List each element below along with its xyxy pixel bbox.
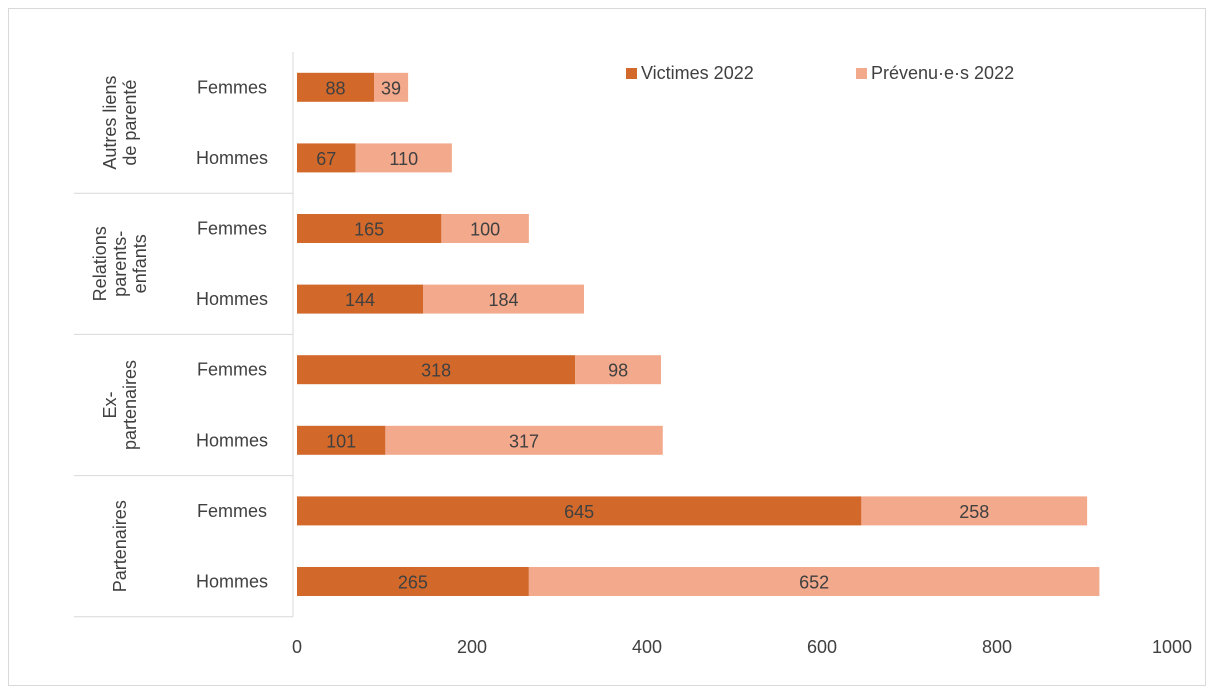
x-tick-label: 1000 xyxy=(1152,637,1192,657)
group-label: Ex-partenaires xyxy=(100,360,140,450)
data-label: 100 xyxy=(470,220,500,240)
row-label: Femmes xyxy=(197,219,267,239)
data-label: 317 xyxy=(509,431,539,451)
bar-victimes xyxy=(297,72,374,102)
bar-prevenus xyxy=(355,143,452,173)
data-label: 144 xyxy=(345,290,375,310)
data-label: 652 xyxy=(799,573,829,593)
legend-label: Prévenu·e·s 2022 xyxy=(871,63,1014,83)
bar-prevenus xyxy=(423,284,584,314)
data-label: 67 xyxy=(316,149,336,169)
bar-prevenus xyxy=(385,425,663,455)
data-label: 98 xyxy=(608,361,628,381)
group-label: Relationsparents-enfants xyxy=(90,226,150,301)
legend-swatch xyxy=(626,68,637,79)
row-label: Hommes xyxy=(196,148,268,168)
bar-victimes xyxy=(297,214,442,243)
group-label: Autres liensde parenté xyxy=(100,76,140,170)
row-label: Hommes xyxy=(196,289,268,309)
bar-victimes xyxy=(297,567,529,596)
bar-victimes xyxy=(297,496,862,526)
bar-victimes xyxy=(297,355,576,385)
data-label: 645 xyxy=(564,502,594,522)
legend-label: Victimes 2022 xyxy=(641,63,754,83)
bar-victimes xyxy=(297,143,356,173)
bar-victimes xyxy=(297,284,423,314)
data-label: 258 xyxy=(959,502,989,522)
data-label: 39 xyxy=(381,78,401,98)
data-label: 184 xyxy=(488,290,518,310)
bar-prevenus xyxy=(528,567,1100,596)
bar-victimes xyxy=(297,425,386,455)
bar-prevenus xyxy=(575,355,661,385)
group-label: Partenaires xyxy=(110,500,130,592)
x-tick-label: 600 xyxy=(807,637,837,657)
bar-prevenus xyxy=(861,496,1088,526)
data-label: 165 xyxy=(354,220,384,240)
legend-swatch xyxy=(856,68,867,79)
data-label: 265 xyxy=(398,573,428,593)
row-label: Hommes xyxy=(196,430,268,450)
data-label: 88 xyxy=(325,78,345,98)
x-tick-label: 0 xyxy=(292,637,302,657)
x-tick-label: 200 xyxy=(457,637,487,657)
row-label: Femmes xyxy=(197,77,267,97)
bar-prevenus xyxy=(441,214,529,243)
bar-prevenus xyxy=(374,72,409,102)
row-label: Femmes xyxy=(197,360,267,380)
data-label: 318 xyxy=(421,361,451,381)
row-label: Femmes xyxy=(197,501,267,521)
row-label: Hommes xyxy=(196,572,268,592)
data-label: 110 xyxy=(389,149,418,169)
data-label: 101 xyxy=(326,431,356,451)
x-tick-label: 400 xyxy=(632,637,662,657)
x-tick-label: 800 xyxy=(982,637,1012,657)
